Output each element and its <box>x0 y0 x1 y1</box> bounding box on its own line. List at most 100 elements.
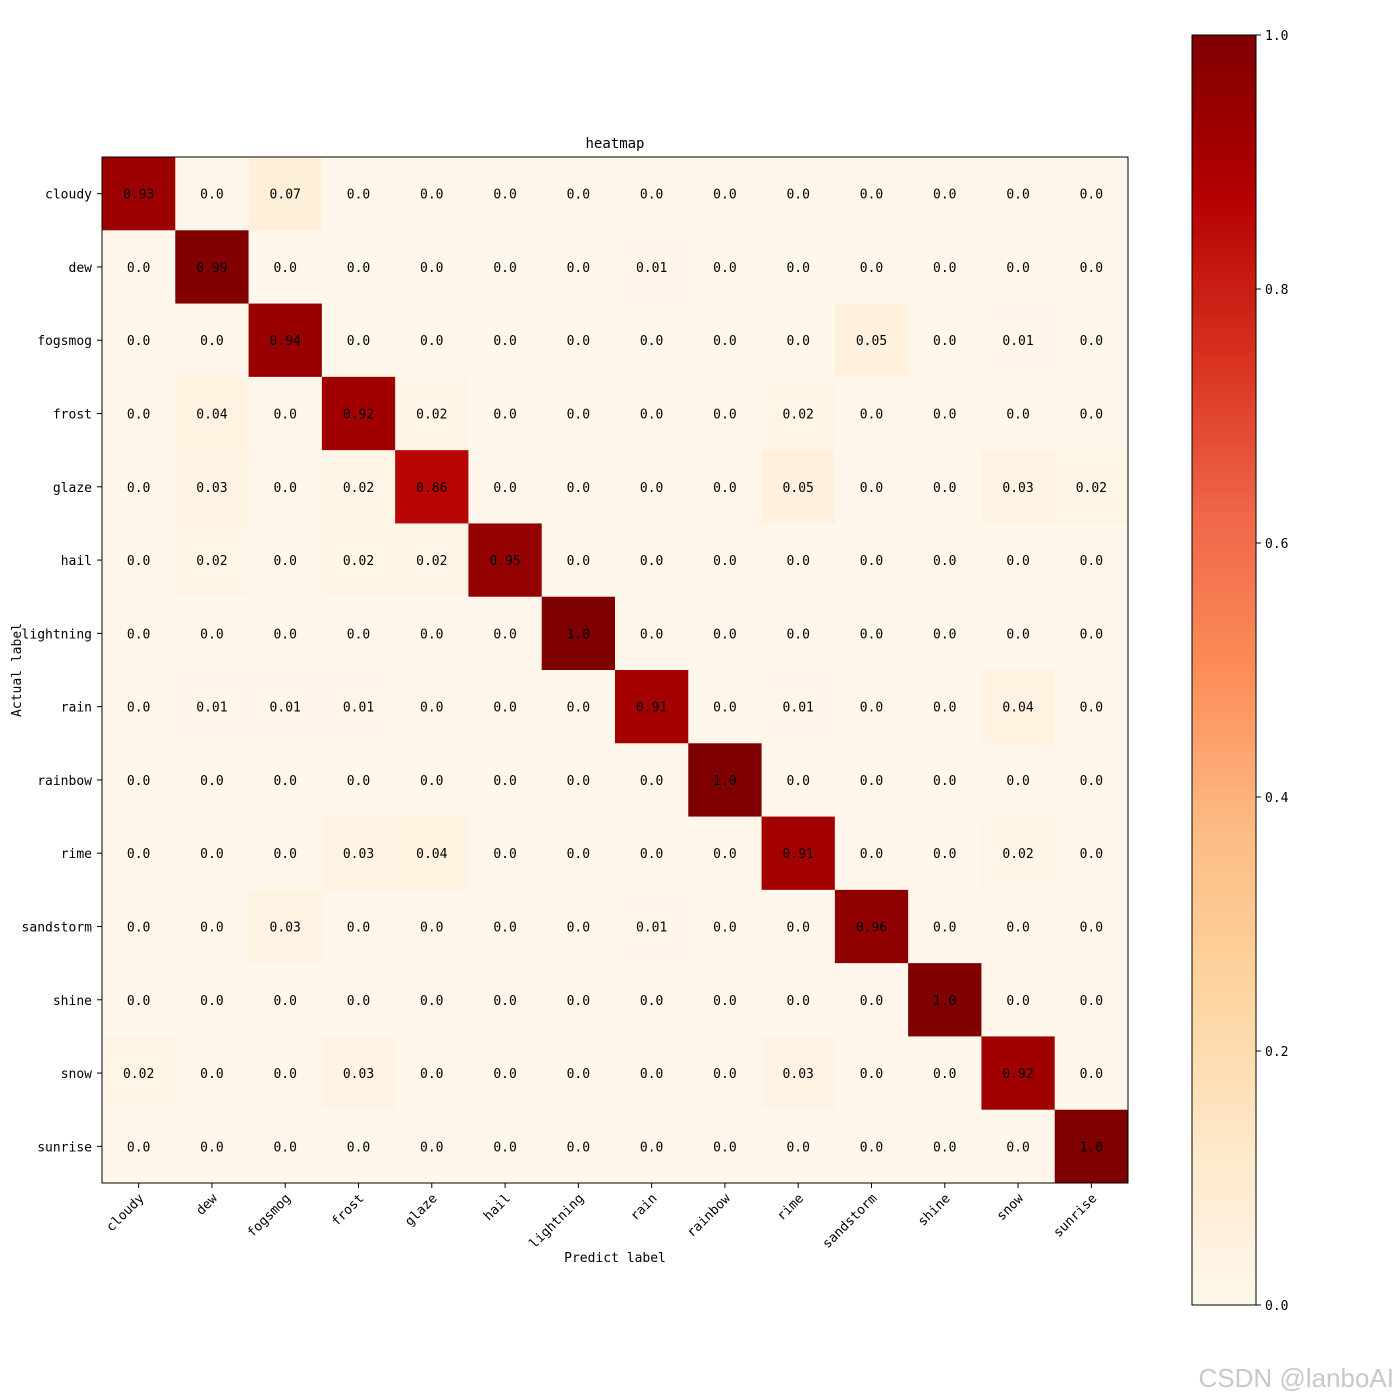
heatmap-cell <box>175 670 250 744</box>
heatmap-cell <box>688 376 763 451</box>
heatmap-cell <box>981 816 1056 891</box>
heatmap-cell <box>102 963 176 1037</box>
cell-value-label: 0.96 <box>856 921 887 936</box>
cell-value-label: 0.0 <box>860 847 883 862</box>
heatmap-cell <box>1054 670 1129 744</box>
heatmap-cell <box>175 1109 250 1184</box>
cell-value-label: 0.0 <box>567 774 590 789</box>
cell-value-label: 0.0 <box>567 188 590 203</box>
cell-value-label: 0.0 <box>567 1140 590 1155</box>
cell-value-label: 0.0 <box>786 1140 809 1155</box>
x-axis-label: Predict label <box>564 1251 666 1266</box>
cell-value-label: 0.03 <box>1002 481 1033 496</box>
cell-value-label: 0.0 <box>1006 1140 1029 1155</box>
cell-value-label: 0.0 <box>933 408 956 423</box>
cell-value-label: 0.0 <box>786 554 809 569</box>
cell-value-label: 0.02 <box>123 1067 154 1082</box>
heatmap-cell <box>102 157 176 231</box>
cell-value-label: 0.0 <box>1006 261 1029 276</box>
cell-value-label: 0.0 <box>200 994 223 1009</box>
heatmap-cell <box>248 523 323 598</box>
cell-value-label: 0.0 <box>567 701 590 716</box>
cell-value-label: 0.0 <box>860 701 883 716</box>
heatmap-cell <box>834 1036 909 1111</box>
heatmap-cell <box>321 596 396 671</box>
cell-value-label: 0.02 <box>416 554 447 569</box>
heatmap-cell <box>102 670 176 744</box>
cell-value-label: 0.0 <box>347 261 370 276</box>
cell-value-label: 0.0 <box>420 1140 443 1155</box>
cell-value-label: 0.01 <box>636 261 667 276</box>
heatmap-cell <box>1054 1109 1129 1184</box>
y-tick-label: fogsmog <box>37 334 92 349</box>
cell-value-label: 0.0 <box>200 847 223 862</box>
heatmap-cell <box>834 743 909 818</box>
heatmap-cell <box>688 230 763 305</box>
cell-value-label: 0.0 <box>273 408 296 423</box>
cell-value-label: 0.0 <box>1080 188 1103 203</box>
cell-value-label: 0.0 <box>273 1067 296 1082</box>
cell-value-label: 0.0 <box>273 554 296 569</box>
heatmap-cell <box>395 450 469 524</box>
heatmap-cell <box>321 157 396 231</box>
heatmap-cell <box>541 230 616 305</box>
heatmap-cell <box>541 1036 616 1111</box>
cell-value-label: 0.0 <box>567 847 590 862</box>
heatmap-cell <box>688 523 763 598</box>
cell-value-label: 0.0 <box>493 774 516 789</box>
heatmap-cell <box>321 1109 396 1184</box>
heatmap-cell <box>908 1109 982 1184</box>
cell-value-label: 0.0 <box>127 408 150 423</box>
y-tick-label: cloudy <box>45 188 92 203</box>
heatmap-cell <box>688 1036 763 1111</box>
cell-value-label: 0.0 <box>860 774 883 789</box>
heatmap-cell <box>321 303 396 378</box>
y-tick-label: sunrise <box>37 1140 92 1155</box>
cell-value-label: 0.0 <box>127 481 150 496</box>
cell-value-label: 0.0 <box>347 921 370 936</box>
cell-value-label: 0.0 <box>933 334 956 349</box>
heatmap-cell <box>395 303 469 378</box>
heatmap-cell <box>321 1036 396 1111</box>
cell-value-label: 0.0 <box>933 1067 956 1082</box>
heatmap-cell <box>834 889 909 964</box>
cell-value-label: 0.01 <box>636 921 667 936</box>
cell-value-label: 0.0 <box>493 188 516 203</box>
x-tick-label: rainbow <box>684 1191 733 1240</box>
cell-value-label: 0.0 <box>1080 774 1103 789</box>
cell-value-label: 0.02 <box>1076 481 1107 496</box>
heatmap-cell <box>761 303 836 378</box>
heatmap-cell <box>468 596 543 671</box>
heatmap-cell <box>468 157 543 231</box>
cell-value-label: 0.92 <box>343 408 374 423</box>
heatmap-cell <box>248 230 323 305</box>
cell-value-label: 0.0 <box>493 481 516 496</box>
heatmap-cell <box>175 157 250 231</box>
cell-value-label: 0.0 <box>493 627 516 642</box>
heatmap-cell <box>541 376 616 451</box>
y-tick-label: glaze <box>53 481 92 496</box>
heatmap-cell <box>981 376 1056 451</box>
cell-value-label: 0.0 <box>347 994 370 1009</box>
cell-value-label: 0.0 <box>1080 701 1103 716</box>
cell-value-label: 0.0 <box>420 921 443 936</box>
cell-value-label: 0.0 <box>713 334 736 349</box>
cell-value-label: 0.02 <box>1002 847 1033 862</box>
heatmap-cell <box>615 596 689 671</box>
cell-value-label: 0.0 <box>713 408 736 423</box>
heatmap-cell <box>321 670 396 744</box>
heatmap-cell <box>981 523 1056 598</box>
heatmap-cell <box>615 523 689 598</box>
heatmap-cell <box>761 376 836 451</box>
heatmap-cell <box>175 450 250 524</box>
heatmap-cell <box>102 889 176 964</box>
x-tick-label: sunrise <box>1051 1191 1100 1240</box>
cell-value-label: 0.03 <box>343 847 374 862</box>
cell-value-label: 0.0 <box>860 994 883 1009</box>
colorbar-tick-label: 0.2 <box>1265 1045 1288 1060</box>
heatmap-cell <box>688 303 763 378</box>
cell-value-label: 0.03 <box>783 1067 814 1082</box>
heatmap-cell <box>102 1109 176 1184</box>
heatmap-cell <box>1054 1036 1129 1111</box>
heatmap-cell <box>1054 816 1129 891</box>
